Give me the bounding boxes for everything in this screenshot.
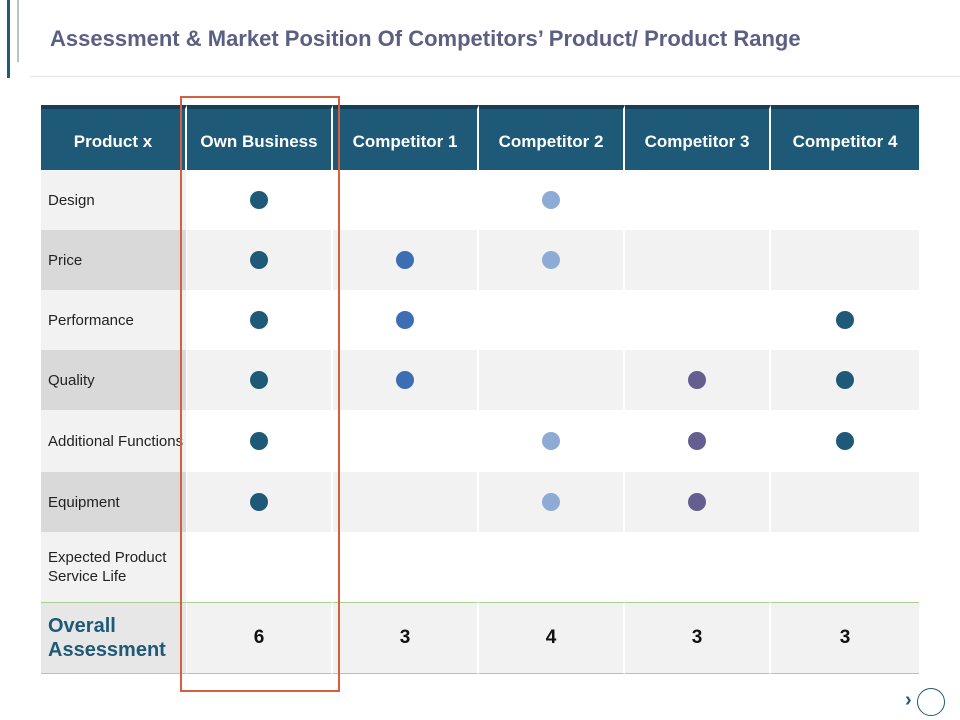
cell <box>771 170 919 230</box>
cell <box>771 290 919 350</box>
total-competitor-3: 3 <box>625 602 771 674</box>
cell <box>479 170 625 230</box>
cell <box>625 290 771 350</box>
cell <box>479 472 625 532</box>
cell <box>333 230 479 290</box>
row-label-price: Price <box>41 230 187 290</box>
row-label-additional-functions: Additional Functions <box>41 410 187 472</box>
cell <box>625 170 771 230</box>
row-label-quality: Quality <box>41 350 187 410</box>
cell <box>625 350 771 410</box>
cell <box>625 230 771 290</box>
assessment-dot-icon <box>542 191 560 209</box>
total-competitor-1: 3 <box>333 602 479 674</box>
assessment-dot-icon <box>836 371 854 389</box>
cell <box>187 170 333 230</box>
total-own-business: 6 <box>187 602 333 674</box>
total-competitor-4: 3 <box>771 602 919 674</box>
row-label-design: Design <box>41 170 187 230</box>
cell <box>333 532 479 602</box>
assessment-dot-icon <box>542 251 560 269</box>
cell <box>771 230 919 290</box>
page-title: Assessment & Market Position Of Competit… <box>50 26 801 51</box>
cell <box>479 230 625 290</box>
assessment-dot-icon <box>836 432 854 450</box>
header-competitor-1: Competitor 1 <box>333 105 479 170</box>
assessment-dot-icon <box>542 493 560 511</box>
cell <box>479 532 625 602</box>
cell <box>771 472 919 532</box>
cell <box>625 532 771 602</box>
total-competitor-2: 4 <box>479 602 625 674</box>
cell <box>187 350 333 410</box>
row-label-performance: Performance <box>41 290 187 350</box>
row-label-equipment: Equipment <box>41 472 187 532</box>
assessment-table: Product x Own Business Competitor 1 Comp… <box>41 105 919 674</box>
row-label-service-life: Expected Product Service Life <box>41 532 187 602</box>
assessment-dot-icon <box>250 251 268 269</box>
header-competitor-2: Competitor 2 <box>479 105 625 170</box>
accent-bar-secondary <box>17 0 19 62</box>
cell <box>771 532 919 602</box>
assessment-dot-icon <box>250 191 268 209</box>
cell <box>479 290 625 350</box>
assessment-dot-icon <box>688 371 706 389</box>
assessment-dot-icon <box>250 493 268 511</box>
cell <box>187 532 333 602</box>
assessment-dot-icon <box>688 432 706 450</box>
cell <box>333 410 479 472</box>
header-competitor-3: Competitor 3 <box>625 105 771 170</box>
assessment-dot-icon <box>396 251 414 269</box>
cell <box>625 472 771 532</box>
assessment-dot-icon <box>542 432 560 450</box>
cell <box>187 230 333 290</box>
accent-bar <box>7 0 10 78</box>
header-divider <box>30 76 960 77</box>
cell <box>479 350 625 410</box>
cell <box>771 410 919 472</box>
cell <box>187 472 333 532</box>
header-competitor-4: Competitor 4 <box>771 105 919 170</box>
assessment-dot-icon <box>250 311 268 329</box>
assessment-dot-icon <box>396 371 414 389</box>
cell <box>625 410 771 472</box>
header-own-business: Own Business <box>187 105 333 170</box>
assessment-dot-icon <box>688 493 706 511</box>
cell <box>771 350 919 410</box>
assessment-dot-icon <box>250 432 268 450</box>
assessment-dot-icon <box>396 311 414 329</box>
cell <box>333 290 479 350</box>
chevron-right-icon[interactable]: › <box>905 689 912 711</box>
overall-assessment-label: Overall Assessment <box>41 602 187 674</box>
cell <box>333 472 479 532</box>
cell <box>187 290 333 350</box>
assessment-dot-icon <box>836 311 854 329</box>
header-product: Product x <box>41 105 187 170</box>
cell <box>333 170 479 230</box>
cell <box>333 350 479 410</box>
cell <box>479 410 625 472</box>
assessment-dot-icon <box>250 371 268 389</box>
cell <box>187 410 333 472</box>
next-slide-button[interactable] <box>917 688 945 716</box>
